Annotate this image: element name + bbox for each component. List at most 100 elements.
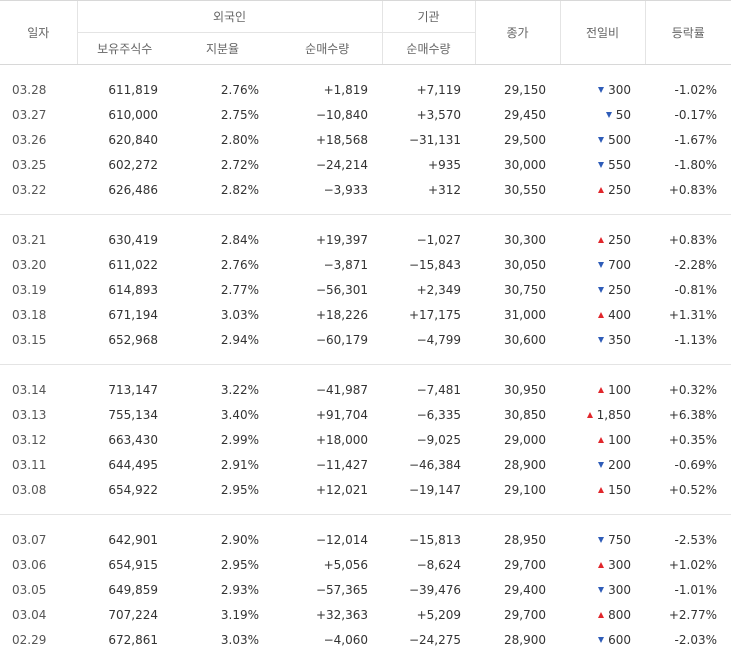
holdings-cell: 611,819 [108,82,158,97]
close-cell: 28,950 [504,532,546,547]
close-cell: 30,950 [504,382,546,397]
foreign-net-cell: +5,056 [323,557,368,572]
close-cell: 29,500 [504,132,546,147]
change-cell: 550 [560,152,645,177]
share-ratio-cell: 2.72% [220,157,259,172]
inst-net-cell: −39,476 [408,582,461,597]
date-cell: 03.14 [12,382,47,397]
rate-cell: -2.28% [674,257,717,272]
holdings-cell: 755,134 [108,407,158,422]
holdings-cell: 663,430 [108,432,158,447]
holdings-cell: 672,861 [108,632,158,647]
header-foreign-net: 순매수량 [273,32,382,65]
triangle-down-icon [605,111,612,118]
foreign-net-cell: +18,226 [315,307,368,322]
date-cell: 03.13 [12,407,47,422]
date-cell: 03.22 [12,182,47,197]
change-value: 350 [608,332,631,347]
date-cell: 03.07 [12,532,47,547]
inst-net-cell: −8,624 [416,557,461,572]
inst-net-cell: +312 [428,182,461,197]
change-value: 250 [608,282,631,297]
holdings-cell: 602,272 [108,157,158,172]
change-cell: 1,850 [560,402,645,427]
foreign-net-cell: −10,840 [315,107,368,122]
rate-cell: -0.69% [674,457,717,472]
foreign-net-cell: −41,987 [315,382,368,397]
rate-cell: +1.02% [668,557,717,572]
close-cell: 29,400 [504,582,546,597]
share-ratio-cell: 2.77% [220,282,259,297]
inst-net-cell: −1,027 [416,232,461,247]
share-ratio-cell: 2.80% [220,132,259,147]
inst-net-cell: −31,131 [408,132,461,147]
share-ratio-cell: 2.91% [220,457,259,472]
date-cell: 03.19 [12,282,47,297]
date-cell: 03.08 [12,482,47,497]
change-cell: 350 [560,327,645,352]
inst-net-cell: +7,119 [416,82,461,97]
change-cell: 800 [560,602,645,627]
date-cell: 03.26 [12,132,47,147]
close-cell: 30,300 [504,232,546,247]
header-rate: 등락률 [644,0,731,65]
triangle-up-icon [586,411,593,418]
inst-net-cell: +3,570 [416,107,461,122]
change-cell: 50 [560,102,645,127]
share-ratio-cell: 2.95% [220,557,259,572]
inst-net-cell: −4,799 [416,332,461,347]
close-cell: 28,900 [504,457,546,472]
rate-cell: +1.31% [668,307,717,322]
date-cell: 03.21 [12,232,47,247]
rate-cell: -0.81% [674,282,717,297]
header-date: 일자 [0,0,77,65]
share-ratio-cell: 2.90% [220,532,259,547]
holdings-cell: 654,922 [108,482,158,497]
inst-net-cell: −24,275 [408,632,461,647]
rate-cell: -2.53% [674,532,717,547]
holdings-cell: 644,495 [108,457,158,472]
close-cell: 29,100 [504,482,546,497]
share-ratio-cell: 2.99% [220,432,259,447]
triangle-down-icon [598,461,605,468]
close-cell: 30,750 [504,282,546,297]
rate-cell: +0.52% [668,482,717,497]
foreign-net-cell: +91,704 [315,407,368,422]
change-cell: 300 [560,552,645,577]
close-cell: 30,050 [504,257,546,272]
share-ratio-cell: 3.22% [220,382,259,397]
table-row: 03.22 626,486 2.82% −3,933 +312 30,550 250 +0.8… [0,177,731,202]
close-cell: 30,550 [504,182,546,197]
close-cell: 29,450 [504,107,546,122]
holdings-cell: 652,968 [108,332,158,347]
share-ratio-cell: 2.95% [220,482,259,497]
share-ratio-cell: 3.19% [220,607,259,622]
table-row: 03.19 614,893 2.77% −56,301 +2,349 30,750 250 -… [0,277,731,302]
foreign-net-cell: −11,427 [315,457,368,472]
table-row: 03.20 611,022 2.76% −3,871 −15,843 30,050 700 -… [0,252,731,277]
triangle-up-icon [598,311,605,318]
change-cell: 100 [560,427,645,452]
holdings-cell: 713,147 [108,382,158,397]
rate-cell: -1.02% [674,82,717,97]
group-separator [0,202,731,215]
rate-cell: +6.38% [668,407,717,422]
triangle-up-icon [598,611,605,618]
change-value: 300 [608,82,631,97]
group-spacer [0,365,731,378]
date-cell: 03.18 [12,307,47,322]
triangle-down-icon [598,536,605,543]
change-cell: 250 [560,277,645,302]
holdings-cell: 630,419 [108,232,158,247]
rate-cell: +2.77% [668,607,717,622]
rate-cell: -1.13% [674,332,717,347]
foreign-net-cell: +32,363 [315,607,368,622]
close-cell: 29,700 [504,607,546,622]
table-row: 03.26 620,840 2.80% +18,568 −31,131 29,500 500… [0,127,731,152]
inst-net-cell: −7,481 [416,382,461,397]
change-value: 300 [608,582,631,597]
date-cell: 03.12 [12,432,47,447]
change-value: 250 [608,182,631,197]
triangle-up-icon [598,236,605,243]
triangle-down-icon [598,636,605,643]
